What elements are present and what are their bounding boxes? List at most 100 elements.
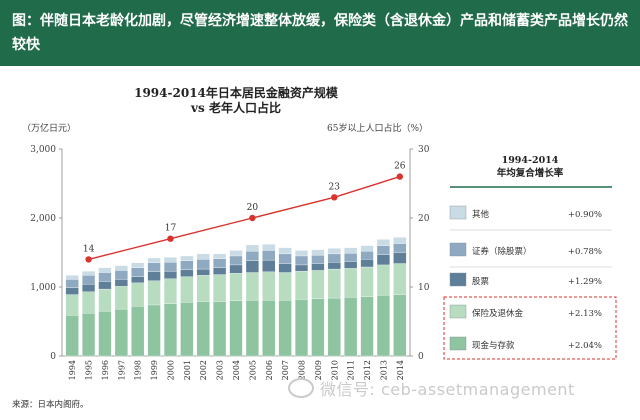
- bar-cash-deposits: [328, 298, 341, 356]
- bar-stocks: [230, 265, 243, 273]
- bar-other: [279, 248, 292, 254]
- bar-securities: [328, 254, 341, 262]
- y-axis-right-label: 65岁以上人口占比（%）: [327, 122, 428, 134]
- x-tick-label: 2001: [183, 360, 192, 380]
- legend-subtitle: 年均复合增长率: [497, 167, 564, 179]
- bar-securities: [131, 268, 144, 277]
- y-tick-label-left: 0: [50, 352, 56, 362]
- bar-insurance-pension: [295, 271, 308, 299]
- line-point-label: 14: [83, 244, 95, 254]
- bar-insurance-pension: [66, 295, 79, 316]
- x-tick-label: 1999: [150, 360, 159, 380]
- line-point: [85, 256, 91, 262]
- bar-other: [131, 263, 144, 268]
- legend-item-insurance-value: +2.13%: [568, 309, 602, 319]
- bar-other: [230, 250, 243, 256]
- bar-other: [148, 258, 161, 263]
- legend-item-securities-label: 证券（除股票）: [472, 246, 532, 257]
- line-point: [249, 215, 255, 221]
- line-point: [397, 173, 403, 179]
- bar-other: [82, 271, 95, 275]
- legend-item-cash-swatch: [450, 337, 466, 350]
- bar-cash-deposits: [115, 309, 128, 356]
- legend-item-securities-value: +0.78%: [568, 247, 602, 257]
- bar-insurance-pension: [180, 277, 193, 303]
- bar-stocks: [197, 269, 210, 275]
- watermark-text: 微信号: ceb-assetmanagement: [320, 380, 575, 399]
- bar-securities: [262, 250, 275, 260]
- bar-securities: [99, 273, 112, 282]
- bar-stocks: [148, 272, 161, 281]
- y-tick-label-right: 30: [418, 145, 430, 155]
- bar-cash-deposits: [197, 301, 210, 356]
- bar-cash-deposits: [164, 304, 177, 356]
- bar-securities: [213, 259, 226, 268]
- bar-securities: [82, 275, 95, 284]
- bar-cash-deposits: [213, 301, 226, 356]
- bar-other: [393, 237, 406, 243]
- chart-subtitle: vs 老年人口占比: [190, 100, 281, 115]
- bar-securities: [393, 244, 406, 253]
- line-elderly-ratio: [89, 177, 400, 260]
- y-tick-label-right: 10: [418, 283, 430, 293]
- x-tick-label: 2002: [199, 360, 208, 380]
- x-tick-label: 2000: [166, 360, 175, 380]
- bar-stocks: [131, 277, 144, 283]
- bar-stocks: [180, 270, 193, 277]
- bar-securities: [361, 251, 374, 259]
- bar-securities: [164, 262, 177, 271]
- legend-item-stocks-swatch: [450, 273, 466, 286]
- bar-securities: [312, 255, 325, 263]
- chart: 1994-2014年日本居民金融资产规模vs 老年人口占比（万亿日元） 65岁以上…: [0, 0, 640, 420]
- bar-other: [213, 254, 226, 259]
- y-tick-label-right: 0: [418, 352, 424, 362]
- bar-other: [66, 275, 79, 279]
- bar-stocks: [312, 264, 325, 271]
- bar-other: [361, 246, 374, 252]
- bar-insurance-pension: [82, 292, 95, 313]
- y-tick-label-left: 1,000: [30, 283, 56, 293]
- bar-insurance-pension: [148, 281, 161, 305]
- x-tick-label: 1995: [85, 360, 94, 380]
- bar-insurance-pension: [344, 268, 357, 297]
- bar-insurance-pension: [131, 283, 144, 306]
- bar-securities: [180, 261, 193, 270]
- legend-item-insurance-label: 保险及退休金: [472, 308, 524, 319]
- bar-stocks: [279, 264, 292, 273]
- y-axis-left-label: （万亿日元）: [22, 122, 76, 134]
- x-tick-label: 2005: [248, 360, 257, 380]
- bar-insurance-pension: [164, 279, 177, 304]
- legend-item-cash-label: 现金与存款: [472, 340, 515, 351]
- bar-securities: [230, 256, 243, 265]
- legend-item-stocks-value: +1.29%: [568, 277, 602, 287]
- legend-item-securities-swatch: [450, 243, 466, 256]
- bar-cash-deposits: [344, 297, 357, 356]
- bar-stocks: [82, 284, 95, 292]
- legend-item-other-label: 其他: [472, 209, 490, 220]
- bar-insurance-pension: [279, 273, 292, 301]
- legend-item-other-swatch: [450, 206, 466, 219]
- bar-securities: [377, 246, 390, 255]
- line-point: [331, 194, 337, 200]
- bar-stocks: [262, 260, 275, 272]
- bar-other: [312, 250, 325, 256]
- x-tick-label: 2003: [216, 360, 225, 380]
- x-tick-label: 1996: [101, 360, 110, 380]
- line-point-label: 23: [329, 182, 341, 192]
- bar-insurance-pension: [197, 275, 210, 301]
- legend-item-stocks-label: 股票: [472, 277, 490, 287]
- bar-securities: [148, 263, 161, 272]
- bar-cash-deposits: [99, 311, 112, 356]
- bar-stocks: [393, 253, 406, 264]
- bar-insurance-pension: [99, 289, 112, 311]
- bar-insurance-pension: [377, 265, 390, 295]
- bar-insurance-pension: [115, 286, 128, 309]
- bar-cash-deposits: [66, 315, 79, 356]
- y-tick-label-left: 3,000: [30, 145, 56, 155]
- watermark: 微信号: ceb-assetmanagement: [288, 376, 575, 400]
- bar-cash-deposits: [361, 297, 374, 356]
- bar-stocks: [246, 261, 259, 273]
- bar-stocks: [344, 261, 357, 268]
- bar-stocks: [377, 255, 390, 265]
- bar-other: [295, 250, 308, 256]
